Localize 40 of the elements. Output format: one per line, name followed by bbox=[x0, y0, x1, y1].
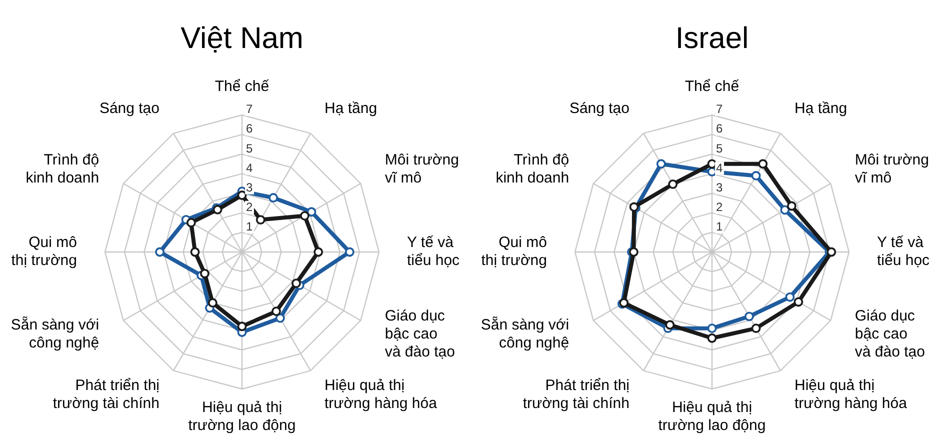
spoke-label: Hạ tầng bbox=[794, 100, 848, 118]
spoke-label: Qui mô thị trường bbox=[11, 234, 77, 269]
y-tick-label: 4 bbox=[716, 160, 723, 175]
spoke-label: Phát triển thị trường tài chính bbox=[522, 376, 630, 412]
spoke-label: Qui mô thị trường bbox=[481, 234, 547, 269]
spoke-label: Môi trường vĩ mô bbox=[854, 151, 929, 186]
spoke-label: Hiệu quả thị trường hàng hóa bbox=[324, 376, 438, 412]
spoke-label: Hiệu quả thị trường lao động bbox=[188, 398, 296, 434]
y-tick-label: 5 bbox=[246, 141, 253, 156]
y-tick-label: 4 bbox=[246, 160, 253, 175]
y-tick-label: 5 bbox=[716, 141, 723, 156]
spoke-label: Phát triển thị trường tài chính bbox=[52, 376, 160, 412]
spoke-label: Thể chế bbox=[214, 78, 270, 95]
y-tick-label: 2 bbox=[246, 200, 253, 214]
spoke-label: Sẵn sàng với công nghệ bbox=[10, 316, 100, 352]
y-tick-label: 7 bbox=[716, 102, 723, 116]
spoke-label: Trình độ kinh doanh bbox=[26, 151, 100, 186]
spoke-label: Sáng tạo bbox=[569, 100, 630, 118]
spoke-label: Thể chế bbox=[684, 78, 740, 95]
y-tick-label: 6 bbox=[246, 122, 253, 136]
spoke-label: Hạ tầng bbox=[324, 100, 378, 118]
spoke-label: Sáng tạo bbox=[99, 100, 160, 118]
y-tick-label: 3 bbox=[246, 180, 253, 194]
spoke-label: Sẵn sàng với công nghệ bbox=[480, 316, 570, 352]
y-tick-label: 6 bbox=[716, 122, 723, 136]
spoke-label: Hiệu quả thị trường hàng hóa bbox=[794, 376, 908, 412]
y-tick-label: 2 bbox=[716, 200, 723, 214]
spoke-label: Trình độ kinh doanh bbox=[496, 151, 570, 186]
spoke-label: Y tế và tiểu học bbox=[407, 234, 460, 269]
spoke-label: Hiệu quả thị trường lao động bbox=[658, 398, 766, 434]
spoke-label: Y tế và tiểu học bbox=[877, 234, 930, 269]
y-tick-label: 7 bbox=[246, 102, 253, 116]
chart-title: Israel bbox=[675, 22, 749, 55]
y-tick-label: 3 bbox=[716, 180, 723, 194]
chart-title: Việt Nam bbox=[180, 22, 304, 55]
spoke-label: Giáo dục bậc cao và đào tạo bbox=[854, 307, 925, 360]
y-tick-label: 1 bbox=[716, 220, 723, 234]
y-tick-label: 1 bbox=[246, 220, 253, 234]
spoke-label: Môi trường vĩ mô bbox=[384, 151, 459, 186]
spoke-label: Giáo dục bậc cao và đào tạo bbox=[384, 307, 455, 360]
